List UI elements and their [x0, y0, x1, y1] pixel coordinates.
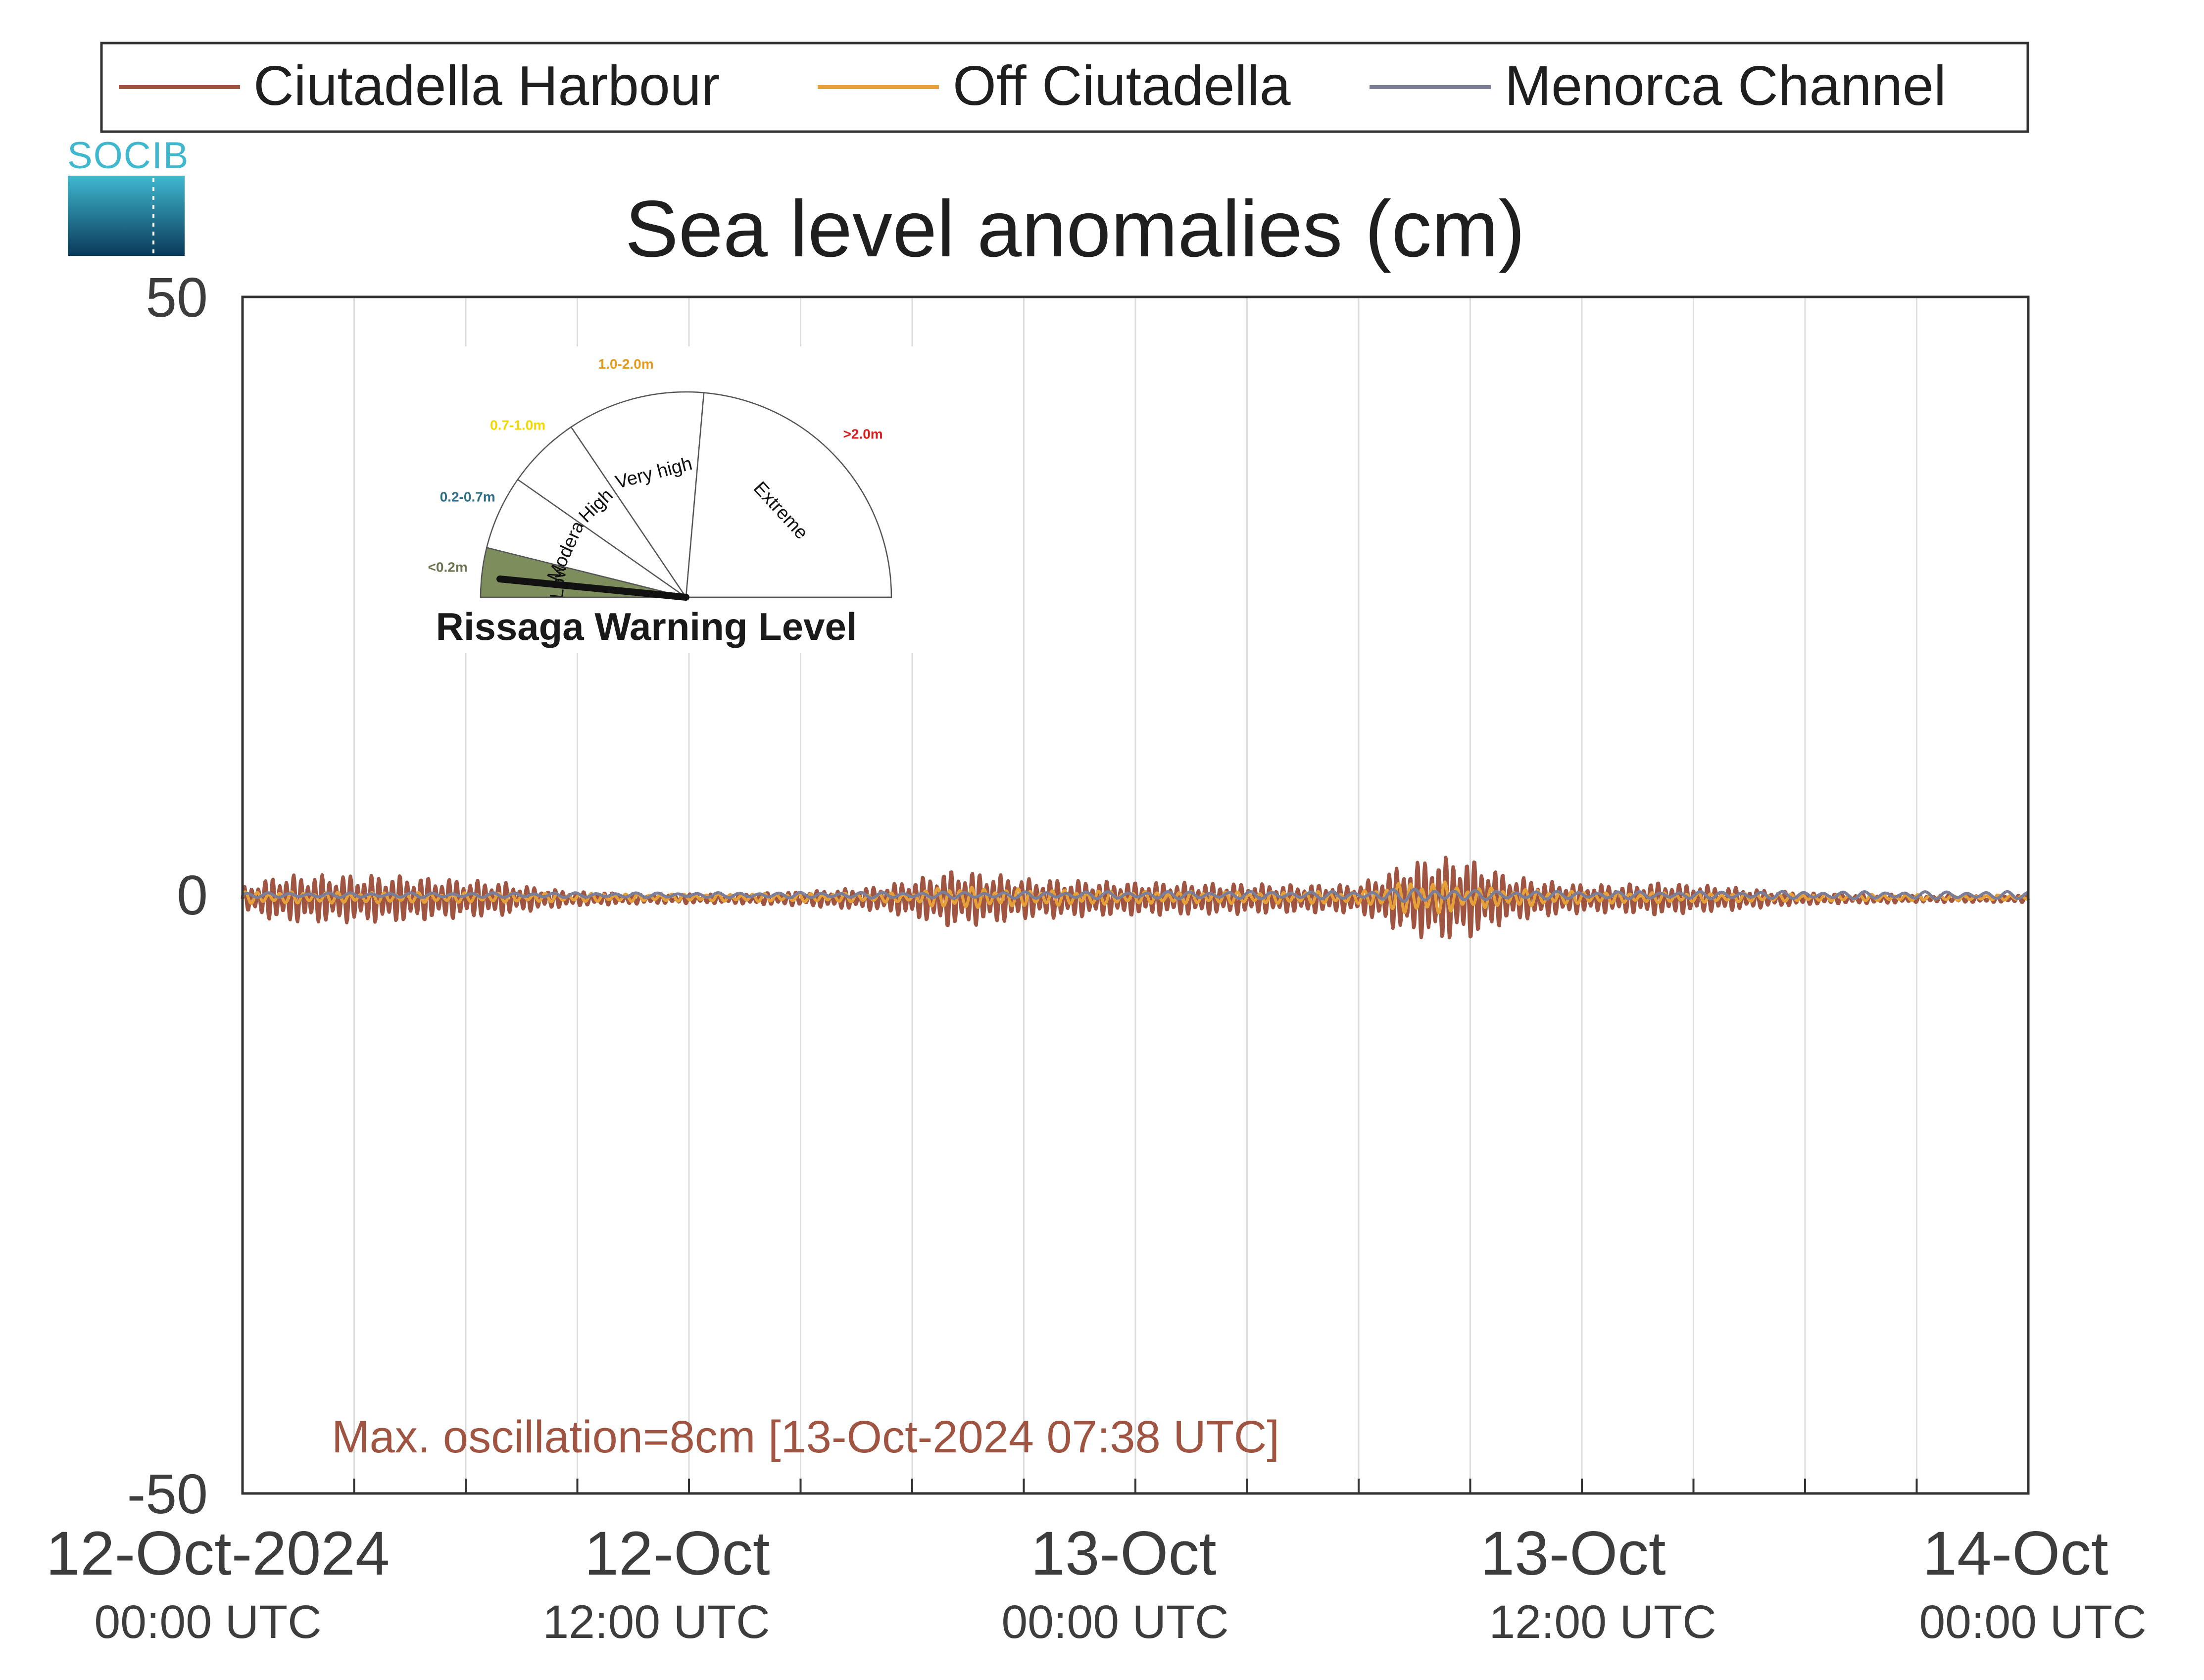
x-axis-ticks	[353, 1479, 1918, 1493]
gauge-range-label: 0.2-0.7m	[440, 489, 495, 504]
gauge-sector-moderate	[486, 479, 686, 598]
logo-text: SOCIB	[67, 135, 190, 177]
y-tick-label-zero: 0	[177, 864, 208, 926]
legend-label-off-ciutadella: Off Ciutadella	[953, 54, 1291, 117]
gauge-sector-high	[517, 426, 687, 598]
x-tick-label-3-time: 12:00 UTC	[1489, 1596, 1716, 1648]
gauge-range-label: <0.2m	[428, 559, 468, 575]
gauge-range-label: 0.7-1.0m	[490, 417, 545, 432]
gauge-range-label: 1.0-2.0m	[598, 356, 654, 372]
series-layer	[241, 856, 2030, 940]
gauge-sector-very-high	[570, 391, 705, 599]
x-tick-label-0-time: 00:00 UTC	[94, 1596, 321, 1648]
y-tick-label-top: 50	[146, 266, 208, 329]
x-tick-label-1-time: 12:00 UTC	[542, 1596, 770, 1648]
x-tick-label-0-date: 12-Oct-2024	[46, 1519, 390, 1588]
x-tick-label-4-date: 14-Oct	[1922, 1519, 2108, 1588]
logo-block	[68, 176, 185, 256]
series-line-menorca-channel	[242, 887, 2029, 903]
rissaga-gauge: Low<0.2mModerate0.2-0.7mHigh0.7-1.0mVery…	[411, 346, 926, 653]
x-tick-label-4-time: 00:00 UTC	[1919, 1596, 2146, 1648]
gauge-needle	[496, 576, 689, 601]
x-tick-label-2-date: 13-Oct	[1030, 1519, 1216, 1588]
x-tick-label-2-time: 00:00 UTC	[1001, 1596, 1228, 1648]
x-tick-labels: 12-Oct-2024 00:00 UTC 12-Oct 12:00 UTC 1…	[46, 1519, 2147, 1648]
legend-label-menorca-channel: Menorca Channel	[1505, 54, 1946, 117]
gauge-sector-extreme	[685, 392, 892, 598]
socib-logo: SOCIB	[67, 135, 190, 256]
legend-box	[100, 42, 2029, 133]
x-tick-label-3-date: 13-Oct	[1480, 1519, 1665, 1588]
x-tick-label-1-date: 12-Oct	[584, 1519, 770, 1588]
legend: Ciutadella Harbour Off Ciutadella Menorc…	[100, 42, 2029, 133]
gauge-range-label: >2.0m	[843, 427, 882, 442]
max-oscillation-annotation: Max. oscillation=8cm [13-Oct-2024 07:38 …	[332, 1412, 1279, 1462]
y-tick-label-bottom: -50	[127, 1463, 208, 1525]
chart-title: Sea level anomalies (cm)	[625, 184, 1525, 274]
legend-label-ciutadella-harbour: Ciutadella Harbour	[253, 54, 720, 117]
gauge-title: Rissaga Warning Level	[436, 605, 857, 648]
